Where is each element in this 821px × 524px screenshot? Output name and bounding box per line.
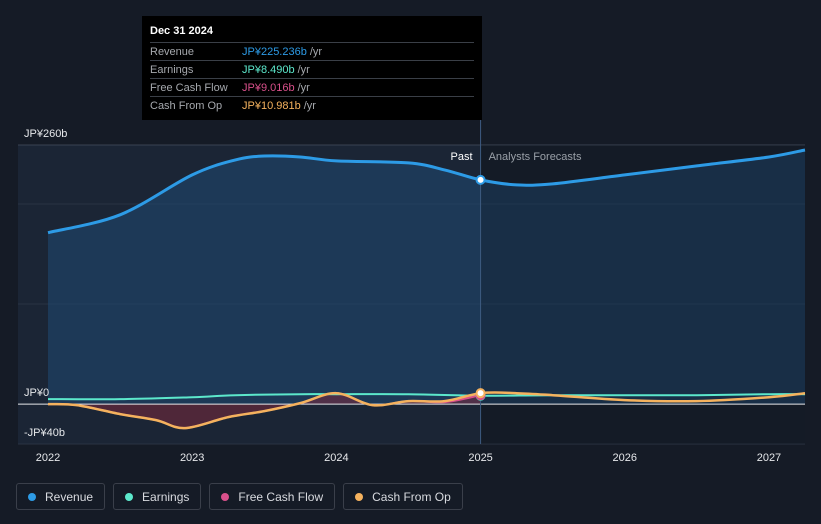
cash-from-op-dot-icon — [355, 492, 364, 501]
tooltip-value: JP¥10.981b — [242, 99, 301, 112]
free-cash-flow-dot-icon — [221, 492, 230, 501]
legend-label: Revenue — [45, 489, 94, 504]
revenue-marker — [475, 174, 486, 185]
legend-item-revenue[interactable]: Revenue — [16, 483, 106, 510]
legend-label: Free Cash Flow — [238, 489, 324, 504]
legend-label: Cash From Op — [372, 489, 451, 504]
revenue-area — [48, 150, 805, 405]
tooltip-unit: /yr — [297, 63, 310, 76]
past-label: Past — [451, 151, 473, 163]
tooltip-label: Revenue — [150, 45, 195, 58]
tooltip-value: JP¥225.236b — [242, 45, 307, 58]
x-tick-label: 2022 — [36, 452, 60, 464]
tooltip-label: Free Cash Flow — [150, 81, 228, 94]
earnings-dot-icon — [125, 492, 134, 501]
legend: Revenue Earnings Free Cash Flow Cash Fro… — [16, 483, 463, 510]
cash-from-op-marker — [475, 388, 486, 399]
legend-item-earnings[interactable]: Earnings — [113, 483, 202, 510]
tooltip-date: Dec 31 2024 — [150, 25, 213, 37]
tooltip-unit: /yr — [303, 99, 316, 112]
tooltip-unit: /yr — [309, 45, 323, 58]
revenue-line — [47, 148, 806, 235]
x-tick-label: 2027 — [757, 452, 781, 464]
x-tick-label: 2023 — [180, 452, 204, 464]
tooltip-label: Earnings — [150, 63, 194, 76]
tooltip: Dec 31 2024 Revenue JP¥225.236b /yr Earn… — [142, 16, 482, 120]
tooltip-row-revenue: Revenue JP¥225.236b /yr — [150, 42, 474, 60]
cash-from-op-line — [47, 391, 806, 430]
tooltip-row-free-cash-flow: Free Cash Flow JP¥9.016b /yr — [150, 78, 474, 96]
earnings-line — [47, 393, 806, 401]
tooltip-value: JP¥8.490b — [242, 63, 295, 76]
revenue-dot-icon — [28, 492, 36, 501]
x-tick-label: 2024 — [324, 452, 348, 464]
tooltip-unit: /yr — [297, 81, 310, 94]
y-tick-label: JP¥0 — [24, 387, 49, 399]
tooltip-label: Cash From Op — [150, 99, 223, 112]
tooltip-value: JP¥9.016b — [242, 81, 295, 94]
tooltip-row-cash-from-op: Cash From Op JP¥10.981b /yr — [150, 96, 474, 114]
legend-item-free-cash-flow[interactable]: Free Cash Flow — [209, 483, 336, 510]
y-tick-label: JP¥260b — [24, 128, 67, 140]
forecast-label: Analysts Forecasts — [489, 151, 582, 163]
x-tick-label: 2025 — [468, 452, 492, 464]
y-tick-label: -JP¥40b — [24, 427, 65, 439]
legend-label: Earnings — [142, 489, 190, 504]
legend-item-cash-from-op[interactable]: Cash From Op — [343, 483, 463, 510]
tooltip-row-earnings: Earnings JP¥8.490b /yr — [150, 60, 474, 78]
x-tick-label: 2026 — [613, 452, 637, 464]
